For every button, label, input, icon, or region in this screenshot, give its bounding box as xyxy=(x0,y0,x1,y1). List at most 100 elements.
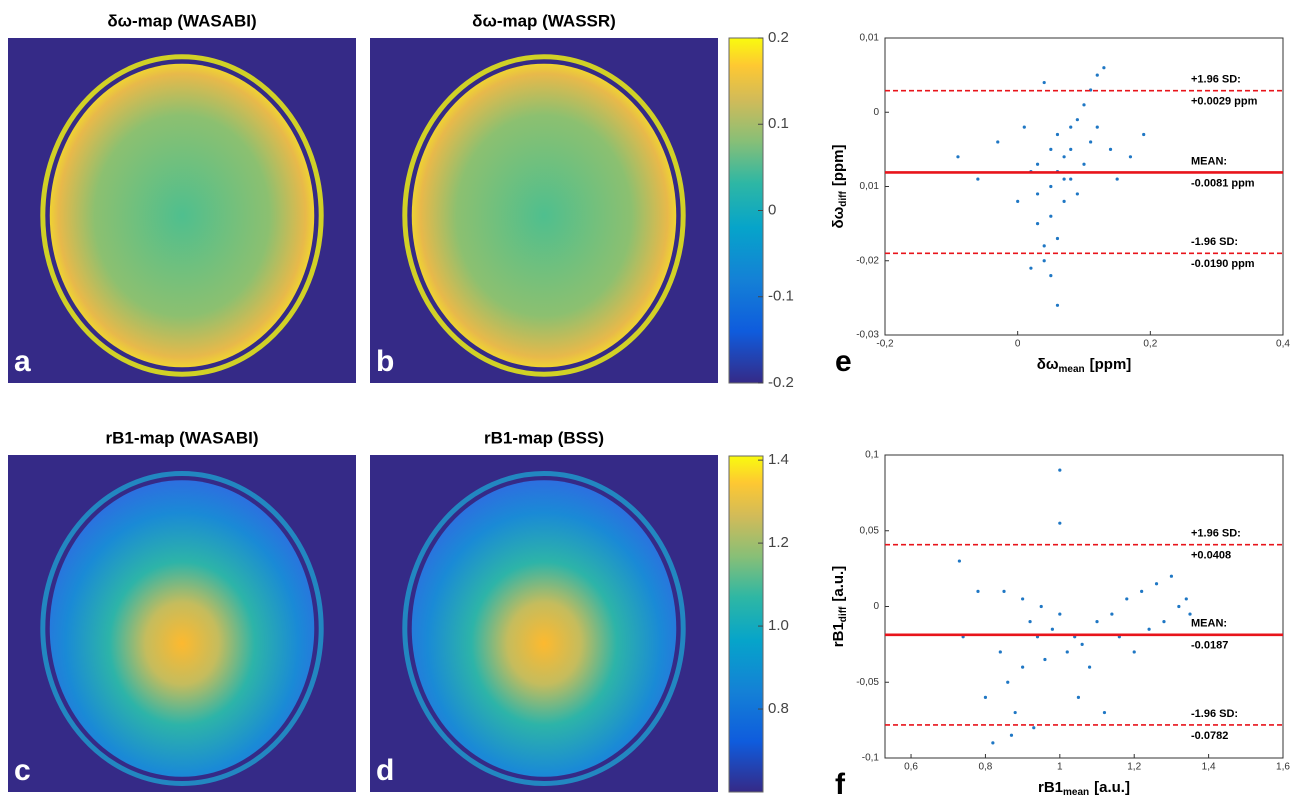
line-value-label: +0.0029 ppm xyxy=(1191,96,1258,108)
data-point xyxy=(957,559,961,563)
line-value-label: -0.0190 ppm xyxy=(1191,258,1255,270)
x-tick-label: 1 xyxy=(1057,762,1063,773)
y-tick-label: -0,1 xyxy=(862,753,880,764)
panel-letter: d xyxy=(376,754,394,787)
colorbar-label: 0 xyxy=(768,201,776,218)
y-axis-label-main: rB1 xyxy=(830,622,847,647)
data-point xyxy=(1043,657,1047,662)
data-point xyxy=(1162,620,1166,624)
data-point xyxy=(1062,199,1066,203)
data-point xyxy=(1140,589,1144,593)
data-point xyxy=(1062,155,1066,159)
data-point xyxy=(1049,214,1053,218)
x-axis-label-sub: mean xyxy=(1063,787,1089,798)
data-point xyxy=(1132,650,1136,654)
data-point xyxy=(1095,620,1099,624)
colorbar-label: 0.8 xyxy=(768,700,789,717)
y-axis-label-sub: diff xyxy=(838,190,849,206)
y-tick-label: -0,02 xyxy=(856,255,879,266)
line-value-label: +0.0408 xyxy=(1191,550,1231,562)
x-tick-label: 0,6 xyxy=(904,762,918,773)
x-axis-label-sub: mean xyxy=(1059,364,1085,375)
line-value-label: -0.0782 xyxy=(1191,730,1228,742)
data-point xyxy=(1039,604,1043,609)
x-axis-label-main: δω xyxy=(1037,356,1059,373)
skull-rim xyxy=(40,54,324,377)
x-tick-label: 0 xyxy=(1015,339,1021,350)
panel-title: δω-map (WASABI) xyxy=(107,11,256,30)
x-axis-label: rB1mean [a.u.] xyxy=(1038,779,1130,798)
data-point xyxy=(1042,80,1046,85)
data-point xyxy=(1055,303,1060,307)
y-axis-label: rB1diff [a.u.] xyxy=(830,566,849,647)
panel-title: δω-map (WASSR) xyxy=(472,11,616,30)
data-point xyxy=(1095,73,1099,77)
y-axis-label-main: δω xyxy=(830,206,847,228)
data-point xyxy=(1022,125,1026,129)
data-point xyxy=(1006,680,1010,684)
colorbar-label: 1.0 xyxy=(768,617,789,634)
colorbar-label: -0.2 xyxy=(768,374,794,391)
x-axis-label-unit: [a.u.] xyxy=(1094,779,1130,796)
panel-title: rB1-map (BSS) xyxy=(484,428,604,447)
y-axis-label-sub: diff xyxy=(838,606,849,622)
data-point xyxy=(1035,162,1040,166)
data-point xyxy=(1095,125,1099,129)
x-tick-label: 0,8 xyxy=(978,762,992,773)
y-tick-label: 0,1 xyxy=(865,450,879,461)
data-point xyxy=(1147,627,1151,631)
data-point xyxy=(1087,665,1092,669)
data-point xyxy=(1069,177,1073,181)
x-axis-label: δωmean [ppm] xyxy=(1037,356,1132,375)
data-point xyxy=(1028,620,1032,624)
data-point xyxy=(1082,103,1086,107)
y-tick-label: 0,01 xyxy=(860,181,880,192)
data-point xyxy=(976,589,980,593)
y-axis-label-unit: [ppm] xyxy=(830,145,847,187)
y-tick-label: -0,05 xyxy=(856,677,879,688)
data-point xyxy=(991,741,995,745)
data-point xyxy=(1169,574,1174,578)
y-tick-label: 0 xyxy=(873,601,879,612)
data-point xyxy=(1016,199,1020,203)
data-point xyxy=(1055,236,1060,241)
data-point xyxy=(998,650,1002,654)
data-point xyxy=(1188,612,1192,616)
data-point xyxy=(1065,650,1069,654)
line-label: MEAN: xyxy=(1191,618,1227,630)
data-point xyxy=(1089,140,1093,144)
data-point xyxy=(1154,582,1159,586)
plot-area xyxy=(884,454,1284,759)
plot-area xyxy=(884,37,1284,336)
panel-letter: a xyxy=(14,345,31,378)
data-point xyxy=(976,177,980,181)
data-point xyxy=(1049,184,1053,189)
x-tick-label: -0,2 xyxy=(876,339,894,350)
data-point xyxy=(1058,612,1062,616)
colorbar-label: 1.2 xyxy=(768,534,789,551)
panel-letter: e xyxy=(835,345,852,378)
line-label: +1.96 SD: xyxy=(1191,528,1241,540)
data-point xyxy=(1069,147,1073,151)
brain-map xyxy=(411,480,677,777)
data-point xyxy=(1177,604,1181,609)
panel-title: rB1-map (WASABI) xyxy=(105,428,258,447)
data-point xyxy=(1108,147,1113,151)
line-label: +1.96 SD: xyxy=(1191,74,1241,86)
line-value-label: -0.0081 ppm xyxy=(1191,177,1255,189)
data-point xyxy=(1050,627,1054,631)
skull-rim xyxy=(402,470,686,787)
data-point xyxy=(996,140,1000,144)
colorbar-label: -0.1 xyxy=(768,288,794,305)
x-axis-label-unit: [ppm] xyxy=(1090,356,1132,373)
brain-map xyxy=(49,480,315,777)
panel-letter: f xyxy=(835,768,846,801)
data-point xyxy=(1002,589,1006,593)
data-point xyxy=(1013,710,1017,715)
data-point xyxy=(1184,597,1188,601)
y-tick-label: 0,01 xyxy=(860,33,880,44)
data-point xyxy=(1009,733,1014,737)
data-point xyxy=(1058,521,1062,525)
data-point xyxy=(1102,66,1106,70)
